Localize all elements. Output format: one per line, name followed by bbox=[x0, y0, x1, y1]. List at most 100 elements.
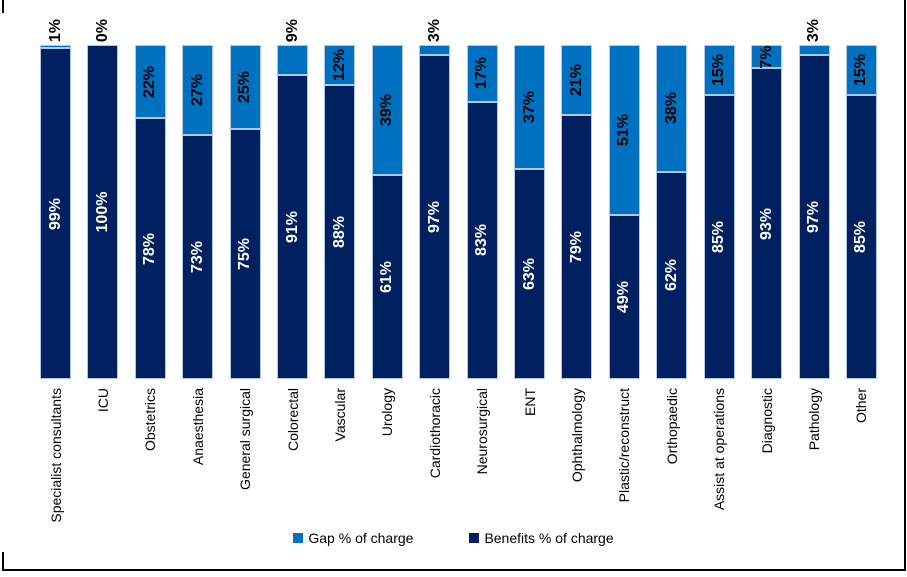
category-label-obstetrics: Obstetrics bbox=[142, 388, 159, 452]
benefits-value-label: 83% bbox=[473, 224, 491, 257]
bar-colorectal: 9% 91% Colorectal bbox=[277, 19, 309, 451]
gap-value-label: 7% bbox=[757, 45, 775, 69]
bar-pathology: 3% 97% Pathology bbox=[798, 19, 830, 450]
benefits-value-label: 85% bbox=[710, 221, 728, 254]
category-label-plastic-reconstruct: Plastic/reconstruct bbox=[616, 388, 633, 503]
gap-segment bbox=[371, 45, 403, 176]
gap-value-label: 15% bbox=[710, 54, 728, 87]
gap-segment bbox=[561, 45, 593, 116]
legend-label-gap: Gap % of charge bbox=[308, 530, 414, 546]
legend-item-benefits: Benefits % of charge bbox=[469, 530, 614, 546]
gap-value-label: 51% bbox=[615, 114, 633, 147]
bar-icu: 0% 100% ICU bbox=[87, 19, 119, 412]
bar-ent: 37% 63% ENT bbox=[514, 45, 546, 416]
benefits-segment bbox=[798, 55, 830, 379]
benefits-value-label: 78% bbox=[141, 232, 159, 265]
gap-value-label: 38% bbox=[662, 92, 680, 125]
benefits-segment bbox=[656, 171, 688, 379]
category-label-specialist-consultants: Specialist consultants bbox=[47, 388, 64, 523]
bar-obstetrics: 22% 78% Obstetrics bbox=[134, 45, 166, 451]
gap-value-label: 12% bbox=[330, 49, 348, 82]
gap-segment bbox=[40, 45, 71, 49]
category-label-neurosurgical: Neurosurgical bbox=[474, 388, 491, 475]
benefits-segment bbox=[608, 215, 640, 379]
category-label-ophthalmology: Ophthalmology bbox=[568, 388, 585, 483]
gap-segment bbox=[656, 45, 688, 172]
gap-segment bbox=[324, 45, 356, 86]
gap-value-label: 1% bbox=[46, 18, 64, 42]
gap-value-label: 25% bbox=[236, 70, 254, 103]
category-label-other: Other bbox=[853, 388, 870, 424]
bar-vascular: 12% 88% Vascular bbox=[324, 45, 356, 441]
category-label-vascular: Vascular bbox=[331, 388, 348, 442]
bar-anaesthesia: 27% 73% Anaesthesia bbox=[182, 45, 214, 465]
gap-value-label: 15% bbox=[852, 54, 870, 87]
bar-general-surgical: 25% 75% General surgical bbox=[229, 45, 261, 490]
gap-segment bbox=[134, 45, 166, 119]
benefits-segment bbox=[371, 175, 403, 379]
benefits-value-label: 49% bbox=[615, 281, 633, 314]
gap-value-label: 3% bbox=[805, 18, 822, 42]
bar-assist-at-operations: 15% 85% Assist at operations bbox=[703, 45, 735, 510]
benefits-value-label: 62% bbox=[662, 259, 680, 292]
legend-item-gap: Gap % of charge bbox=[293, 530, 413, 546]
gap-value-label: 39% bbox=[378, 94, 396, 127]
benefits-value-label: 93% bbox=[757, 207, 775, 240]
gap-segment bbox=[798, 45, 830, 56]
bar-urology: 39% 61% Urology bbox=[371, 45, 403, 436]
gap-segment bbox=[466, 45, 498, 102]
benefits-value-label: 99% bbox=[46, 197, 64, 230]
benefits-segment bbox=[134, 118, 166, 379]
benefits-segment bbox=[324, 85, 356, 379]
bar-specialist-consultants: 1% 99% Specialist consultants bbox=[40, 19, 71, 523]
gap-segment bbox=[419, 45, 451, 56]
bar-diagnostic: 7% 93% Diagnostic bbox=[751, 45, 783, 453]
frame-border-right bbox=[904, 0, 906, 571]
gap-value-label: 9% bbox=[283, 18, 301, 42]
gap-value-label: 22% bbox=[141, 65, 159, 98]
benefits-value-label: 63% bbox=[520, 257, 538, 290]
category-label-diagnostic: Diagnostic bbox=[758, 388, 775, 454]
bar-cardiothoracic: 3% 97% Cardiothoracic bbox=[419, 19, 451, 478]
benefits-value-label: 88% bbox=[330, 216, 348, 249]
gap-value-label: 27% bbox=[188, 74, 206, 107]
benefits-value-label: 97% bbox=[805, 200, 822, 234]
gap-segment bbox=[751, 45, 783, 69]
bar-neurosurgical: 17% 83% Neurosurgical bbox=[466, 45, 498, 474]
gap-segment bbox=[182, 45, 214, 136]
legend-marker-gap-swatch bbox=[293, 533, 304, 543]
gap-value-label: 3% bbox=[425, 18, 443, 42]
benefits-segment bbox=[514, 168, 546, 379]
legend-label-benefits: Benefits % of charge bbox=[484, 530, 614, 546]
frame-border-bottom bbox=[2, 569, 906, 571]
benefits-value-label: 85% bbox=[852, 221, 870, 254]
benefits-segment bbox=[703, 95, 735, 379]
gap-segment bbox=[229, 45, 261, 129]
benefits-segment bbox=[419, 55, 451, 379]
benefits-value-label: 100% bbox=[93, 191, 111, 233]
benefits-segment bbox=[40, 48, 71, 379]
category-label-icu: ICU bbox=[94, 388, 111, 413]
benefits-value-label: 79% bbox=[567, 231, 585, 264]
gap-value-label: 17% bbox=[473, 57, 491, 90]
benefits-segment bbox=[751, 68, 783, 379]
benefits-segment bbox=[561, 115, 593, 379]
gap-segment bbox=[277, 45, 309, 76]
benefits-segment bbox=[87, 45, 119, 379]
legend: Gap % of charge Benefits % of charge bbox=[0, 530, 907, 546]
bar-plastic-reconstruct: 51% 49% Plastic/reconstruct bbox=[608, 45, 640, 502]
benefits-segment bbox=[277, 75, 309, 379]
bar-ophthalmology: 21% 79% Ophthalmology bbox=[561, 45, 593, 482]
frame-border-left-top bbox=[2, 0, 4, 13]
frame-border-left-bottom bbox=[2, 552, 4, 571]
category-label-colorectal: Colorectal bbox=[284, 388, 301, 452]
benefits-segment bbox=[466, 101, 498, 379]
gap-segment bbox=[608, 45, 640, 216]
gap-segment bbox=[703, 45, 735, 96]
category-label-urology: Urology bbox=[379, 388, 396, 437]
benefits-segment bbox=[182, 135, 214, 379]
gap-value-label: 0% bbox=[93, 18, 111, 42]
category-label-pathology: Pathology bbox=[806, 388, 822, 451]
benefits-value-label: 91% bbox=[283, 211, 301, 244]
